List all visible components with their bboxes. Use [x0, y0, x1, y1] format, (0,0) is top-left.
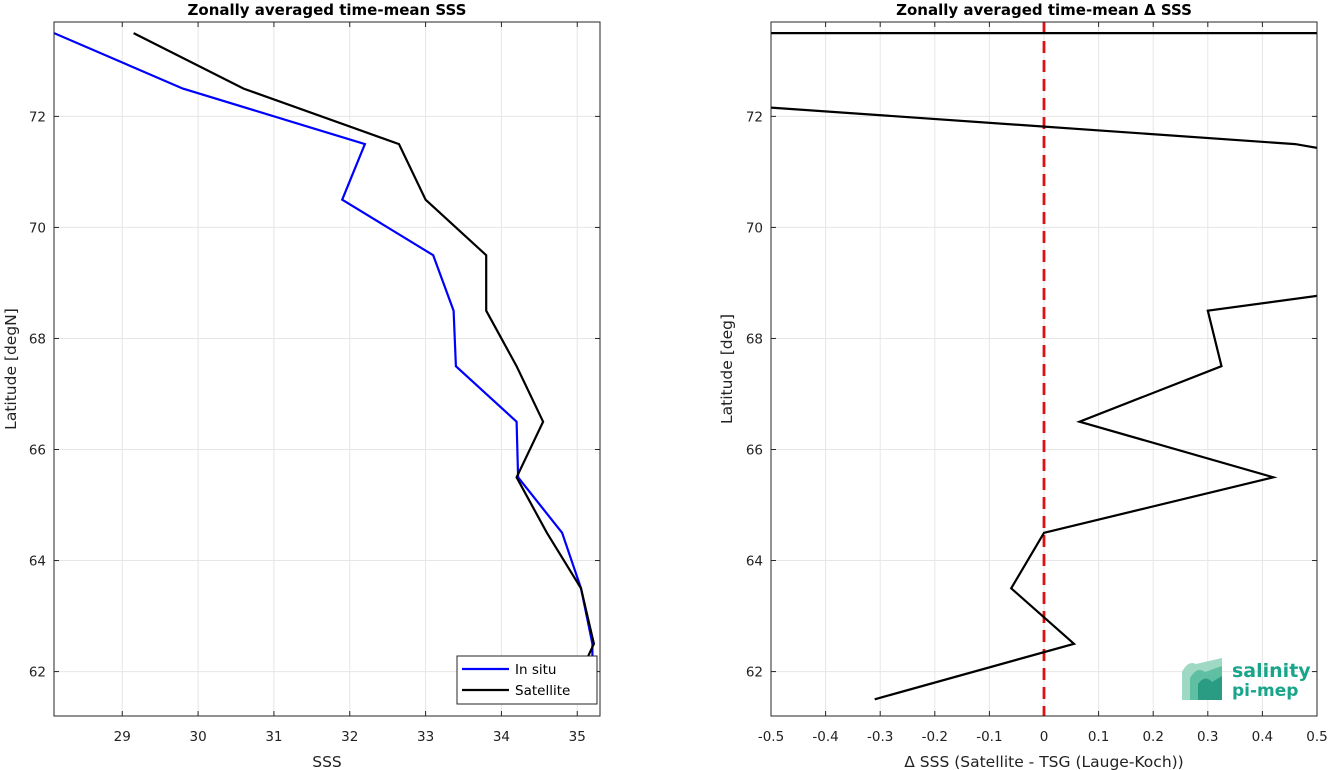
logo-text-line2: pi-mep	[1232, 681, 1298, 701]
x-tick-label: 31	[265, 729, 282, 745]
y-tick-label: 72	[746, 109, 763, 125]
y-axis-label: Latitude [degN]	[2, 308, 20, 430]
y-tick-label: 66	[29, 443, 46, 459]
y-tick-label: 66	[746, 443, 763, 459]
grid	[54, 22, 600, 716]
x-tick-label: 35	[569, 729, 586, 745]
y-tick-label: 68	[29, 331, 46, 347]
x-tick-label: 34	[493, 729, 510, 745]
x-tick-label: 30	[189, 729, 206, 745]
y-tick-labels: 62 64 66 68 70 72	[746, 109, 763, 680]
x-tick-label: 0.2	[1142, 729, 1163, 745]
x-tick-label: -0.4	[812, 729, 838, 745]
x-tick-label: 0.3	[1197, 729, 1218, 745]
x-tick-label: -0.2	[922, 729, 948, 745]
y-tick-label: 62	[746, 665, 763, 681]
y-tick-label: 70	[29, 220, 46, 236]
y-tick-label: 70	[746, 220, 763, 236]
y-tick-label: 64	[746, 554, 763, 570]
logo-text-line1: salinity	[1232, 660, 1311, 682]
legend: In situ Satellite	[456, 655, 598, 705]
x-axis-label: Δ SSS (Satellite - TSG (Lauge-Koch))	[904, 753, 1183, 770]
x-axis-label: SSS	[312, 753, 342, 770]
series-group	[771, 31, 1317, 701]
series-group	[54, 32, 596, 700]
x-tick-label: 0.1	[1088, 729, 1109, 745]
legend-label-in-situ: In situ	[515, 662, 556, 678]
y-tick-label: 64	[29, 554, 46, 570]
y-tick-label: 68	[746, 331, 763, 347]
sss-panel: 29 30 31 32 33 34 35 62 64 66 68 70 72 Zonally aver…	[2, 1, 601, 770]
y-tick-label: 62	[29, 665, 46, 681]
legend-label-satellite: Satellite	[515, 683, 570, 699]
x-tick-label: 0.4	[1252, 729, 1273, 745]
x-tick-label: -0.5	[758, 729, 784, 745]
x-tick-label: -0.1	[976, 729, 1002, 745]
x-tick-label: 0	[1040, 729, 1049, 745]
series-line-satellite	[133, 32, 596, 673]
legend-box	[456, 655, 598, 705]
tick-marks	[54, 22, 600, 716]
x-tick-label: 33	[417, 729, 434, 745]
x-tick-label: 0.5	[1306, 729, 1327, 745]
wave-logo-icon	[1182, 658, 1222, 700]
chart-title: Zonally averaged time-mean Δ SSS	[896, 1, 1192, 19]
x-tick-label: -0.3	[867, 729, 893, 745]
x-tick-labels: -0.5 -0.4 -0.3 -0.2 -0.1 0 0.1 0.2 0.3 0.4 0.5	[758, 729, 1328, 745]
x-tick-label: 32	[341, 729, 358, 745]
x-tick-label: 29	[114, 729, 131, 745]
y-tick-labels: 62 64 66 68 70 72	[29, 109, 46, 680]
series-line	[771, 31, 1317, 701]
delta-sss-panel: -0.5 -0.4 -0.3 -0.2 -0.1 0 0.1 0.2 0.3 0.4 0.5 626…	[718, 1, 1328, 770]
chart-title: Zonally averaged time-mean SSS	[188, 1, 467, 19]
salinity-pi-mep-logo: salinity pi-mep	[1182, 658, 1311, 701]
y-axis-label: Latitude [deg]	[718, 314, 736, 424]
x-tick-labels: 29 30 31 32 33 34 35	[114, 729, 586, 745]
y-tick-label: 72	[29, 109, 46, 125]
